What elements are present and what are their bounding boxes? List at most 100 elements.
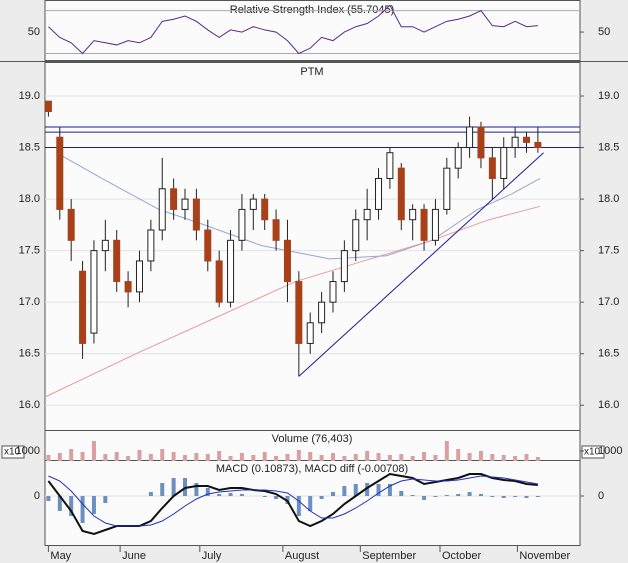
candle-body	[124, 281, 132, 293]
macd-hist-bar	[57, 496, 62, 511]
candle-body	[420, 208, 428, 241]
x-tick-label: June	[122, 550, 146, 562]
macd-line	[48, 475, 538, 527]
volume-bar	[251, 455, 256, 461]
macd-hist-bar	[353, 484, 358, 496]
volume-bar	[467, 453, 472, 461]
volume-bar	[114, 452, 119, 461]
y-tick-label-right: 0	[598, 490, 604, 502]
y-tick-label-right: 17.0	[598, 296, 619, 308]
volume-bar	[194, 453, 199, 461]
macd-title: MACD (0.10873), MACD diff (-0.00708)	[216, 463, 408, 475]
volume-bar	[410, 456, 415, 461]
volume-bar	[308, 452, 313, 461]
volume-bar	[444, 441, 449, 461]
volume-bar	[535, 457, 540, 461]
rsi-line	[48, 4, 538, 55]
y-tick-label: 0	[34, 490, 40, 502]
volume-bar	[228, 456, 233, 461]
volume-bar	[319, 455, 324, 461]
candle-body	[386, 152, 394, 179]
macd-hist-bar	[262, 496, 267, 497]
rsi-title: Relative Strength Index (55.7045)	[230, 4, 395, 16]
candle-body	[329, 281, 337, 303]
macd-hist-bar	[217, 494, 222, 496]
volume-bar	[353, 454, 358, 461]
candle-body	[443, 167, 451, 210]
macd-hist-bar	[433, 496, 438, 497]
y-tick-label-right: 18.0	[598, 193, 619, 205]
moving-average	[44, 205, 541, 398]
volume-bar	[501, 455, 506, 461]
volume-bar	[160, 449, 165, 461]
multiplier-box	[581, 445, 605, 459]
macd-hist-bar	[444, 495, 449, 496]
macd-hist-bar	[228, 493, 233, 496]
y-tick-label-right: 18.5	[598, 141, 619, 153]
candle-body	[534, 141, 542, 149]
volume-bar	[433, 455, 438, 461]
volume-bar	[365, 451, 370, 461]
volume-bar	[513, 456, 518, 461]
macd-hist-bar	[330, 492, 335, 496]
candle-body	[249, 198, 257, 210]
volume-bar	[103, 454, 108, 461]
y-tick-label: 1000	[16, 445, 40, 457]
candle-body	[238, 208, 246, 241]
volume-multiplier: x10	[4, 447, 21, 458]
macd-hist-bar	[535, 496, 540, 497]
volume-bar	[171, 452, 176, 461]
volume-bar	[524, 454, 529, 461]
volume-bar	[126, 456, 131, 461]
volume-bar	[148, 454, 153, 461]
macd-hist-bar	[422, 496, 427, 500]
macd-hist-bar	[205, 488, 210, 496]
candle-body	[101, 239, 109, 252]
candle-body	[375, 177, 383, 210]
candle-body	[318, 301, 326, 324]
candle-body	[90, 250, 98, 334]
macd-hist-bar	[490, 496, 495, 497]
moving-average	[56, 152, 541, 260]
macd-hist-bar	[524, 496, 529, 498]
macd-hist-bar	[365, 483, 370, 496]
candle-body	[397, 167, 405, 221]
volume-bar	[262, 452, 267, 461]
x-tick-label: July	[202, 550, 222, 562]
volume-bar	[490, 454, 495, 461]
macd-hist-bar	[46, 496, 51, 501]
candle-body	[113, 239, 121, 283]
candle-body	[340, 250, 348, 283]
volume-bar	[274, 456, 279, 461]
y-tick-label: 17.0	[19, 296, 40, 308]
volume-bar	[399, 454, 404, 461]
volume-bar	[80, 452, 85, 461]
macd-hist-bar	[91, 496, 96, 514]
candle-body	[352, 219, 360, 252]
macd-hist-bar	[194, 483, 199, 496]
y-tick-label: 19.0	[19, 90, 40, 102]
candle-body	[477, 126, 485, 159]
candle-body	[181, 198, 189, 210]
y-tick-label: 18.0	[19, 193, 40, 205]
macd-hist-bar	[376, 484, 381, 496]
candle-body	[79, 270, 87, 344]
volume-bar	[239, 453, 244, 461]
macd-hist-bar	[171, 478, 176, 496]
candle-body	[44, 100, 52, 112]
x-tick-label: September	[362, 550, 416, 562]
volume-bar	[376, 453, 381, 461]
macd-hist-bar	[342, 486, 347, 496]
x-tick-label: November	[519, 550, 570, 562]
macd-hist-bar	[160, 483, 165, 496]
candle-body	[306, 322, 314, 344]
macd-hist-bar	[239, 494, 244, 496]
y-tick-label-right: 16.5	[598, 348, 619, 360]
x-tick-label: October	[442, 550, 481, 562]
y-tick-label-right: 50	[598, 26, 610, 38]
volume-bar	[456, 449, 461, 461]
macd-multiplier: x10	[584, 447, 601, 458]
candle-body	[488, 157, 496, 179]
volume-bar	[285, 454, 290, 461]
